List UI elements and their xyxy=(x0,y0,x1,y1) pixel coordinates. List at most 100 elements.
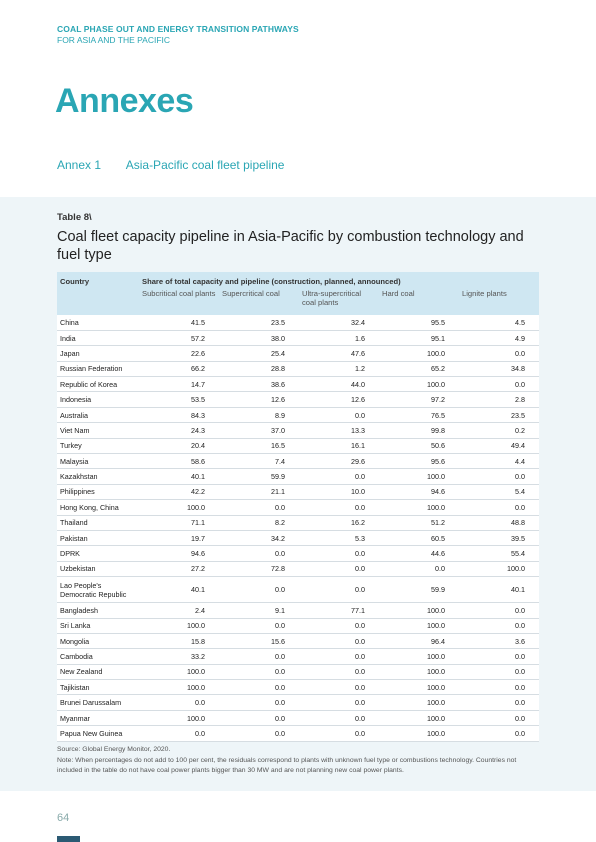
value-cell: 84.3 xyxy=(139,407,219,422)
value-cell: 0.0 xyxy=(219,726,299,741)
value-cell: 0.0 xyxy=(219,695,299,710)
country-cell: Turkey xyxy=(57,438,139,453)
value-cell: 0.0 xyxy=(299,561,379,576)
value-cell: 0.0 xyxy=(459,618,539,633)
value-cell: 0.0 xyxy=(459,346,539,361)
table-row: Papua New Guinea 0.0 0.0 0.0 100.0 0.0 xyxy=(57,726,539,741)
value-cell: 15.6 xyxy=(219,633,299,648)
column-subheader-subcritical: Subcritical coal plants xyxy=(139,290,219,315)
value-cell: 1.2 xyxy=(299,361,379,376)
value-cell: 8.9 xyxy=(219,407,299,422)
value-cell: 47.6 xyxy=(299,346,379,361)
value-cell: 97.2 xyxy=(379,392,459,407)
value-cell: 15.8 xyxy=(139,633,219,648)
value-cell: 100.0 xyxy=(379,680,459,695)
page-number: 64 xyxy=(57,812,69,824)
value-cell: 10.0 xyxy=(299,484,379,499)
value-cell: 39.5 xyxy=(459,530,539,545)
value-cell: 0.0 xyxy=(299,546,379,561)
value-cell: 49.4 xyxy=(459,438,539,453)
annex-heading: Annex 1 Asia-Pacific coal fleet pipeline xyxy=(57,158,284,172)
value-cell: 60.5 xyxy=(379,530,459,545)
value-cell: 38.0 xyxy=(219,330,299,345)
table-row: Malaysia 58.6 7.4 29.6 95.6 4.4 xyxy=(57,454,539,469)
country-cell: Papua New Guinea xyxy=(57,726,139,741)
value-cell: 44.0 xyxy=(299,377,379,392)
value-cell: 44.6 xyxy=(379,546,459,561)
value-cell: 0.0 xyxy=(299,726,379,741)
value-cell: 100.0 xyxy=(139,618,219,633)
value-cell: 0.0 xyxy=(459,377,539,392)
value-cell: 94.6 xyxy=(379,484,459,499)
value-cell: 8.2 xyxy=(219,515,299,530)
value-cell: 12.6 xyxy=(299,392,379,407)
value-cell: 0.0 xyxy=(299,664,379,679)
value-cell: 0.0 xyxy=(219,618,299,633)
value-cell: 95.5 xyxy=(379,315,459,330)
country-cell: Australia xyxy=(57,407,139,422)
value-cell: 22.6 xyxy=(139,346,219,361)
table-row: China 41.5 23.5 32.4 95.5 4.5 xyxy=(57,315,539,330)
value-cell: 0.0 xyxy=(459,649,539,664)
country-cell: Sri Lanka xyxy=(57,618,139,633)
value-cell: 4.9 xyxy=(459,330,539,345)
value-cell: 100.0 xyxy=(139,664,219,679)
country-cell: DPRK xyxy=(57,546,139,561)
value-cell: 58.6 xyxy=(139,454,219,469)
value-cell: 0.0 xyxy=(299,680,379,695)
value-cell: 0.0 xyxy=(299,500,379,515)
value-cell: 51.2 xyxy=(379,515,459,530)
value-cell: 0.2 xyxy=(459,423,539,438)
country-cell: Mongolia xyxy=(57,633,139,648)
table-row: Kazakhstan 40.1 59.9 0.0 100.0 0.0 xyxy=(57,469,539,484)
country-cell: Russian Federation xyxy=(57,361,139,376)
value-cell: 0.0 xyxy=(379,561,459,576)
table-row: Hong Kong, China 100.0 0.0 0.0 100.0 0.0 xyxy=(57,500,539,515)
value-cell: 0.0 xyxy=(299,577,379,603)
value-cell: 99.8 xyxy=(379,423,459,438)
country-cell: Bangladesh xyxy=(57,603,139,618)
value-cell: 23.5 xyxy=(459,407,539,422)
column-header-group: Share of total capacity and pipeline (co… xyxy=(139,272,539,290)
value-cell: 0.0 xyxy=(459,500,539,515)
column-subheader-lignite: Lignite plants xyxy=(459,290,539,315)
value-cell: 100.0 xyxy=(379,346,459,361)
value-cell: 0.0 xyxy=(459,664,539,679)
country-cell: Hong Kong, China xyxy=(57,500,139,515)
value-cell: 0.0 xyxy=(459,726,539,741)
value-cell: 37.0 xyxy=(219,423,299,438)
value-cell: 34.8 xyxy=(459,361,539,376)
value-cell: 28.8 xyxy=(219,361,299,376)
value-cell: 0.0 xyxy=(219,649,299,664)
table-row: New Zealand 100.0 0.0 0.0 100.0 0.0 xyxy=(57,664,539,679)
value-cell: 100.0 xyxy=(379,695,459,710)
value-cell: 100.0 xyxy=(379,603,459,618)
country-cell: India xyxy=(57,330,139,345)
table-row: Indonesia 53.5 12.6 12.6 97.2 2.8 xyxy=(57,392,539,407)
value-cell: 59.9 xyxy=(219,469,299,484)
value-cell: 59.9 xyxy=(379,577,459,603)
value-cell: 100.0 xyxy=(459,561,539,576)
table-row: Sri Lanka 100.0 0.0 0.0 100.0 0.0 xyxy=(57,618,539,633)
annex-title: Asia-Pacific coal fleet pipeline xyxy=(126,158,285,172)
country-cell: Brunei Darussalam xyxy=(57,695,139,710)
value-cell: 100.0 xyxy=(139,680,219,695)
value-cell: 0.0 xyxy=(459,603,539,618)
column-subheader-supercritical: Supercritical coal xyxy=(219,290,299,315)
value-cell: 95.1 xyxy=(379,330,459,345)
value-cell: 5.4 xyxy=(459,484,539,499)
value-cell: 72.8 xyxy=(219,561,299,576)
value-cell: 0.0 xyxy=(139,695,219,710)
running-header-title: COAL PHASE OUT AND ENERGY TRANSITION PAT… xyxy=(57,24,299,34)
value-cell: 71.1 xyxy=(139,515,219,530)
value-cell: 0.0 xyxy=(459,710,539,725)
table-row: Viet Nam 24.3 37.0 13.3 99.8 0.2 xyxy=(57,423,539,438)
value-cell: 48.8 xyxy=(459,515,539,530)
country-cell: Uzbekistan xyxy=(57,561,139,576)
value-cell: 0.0 xyxy=(299,469,379,484)
country-cell: Pakistan xyxy=(57,530,139,545)
value-cell: 96.4 xyxy=(379,633,459,648)
table-caption: Coal fleet capacity pipeline in Asia-Pac… xyxy=(57,228,547,264)
value-cell: 100.0 xyxy=(379,649,459,664)
table-row: Russian Federation 66.2 28.8 1.2 65.2 34.8 xyxy=(57,361,539,376)
